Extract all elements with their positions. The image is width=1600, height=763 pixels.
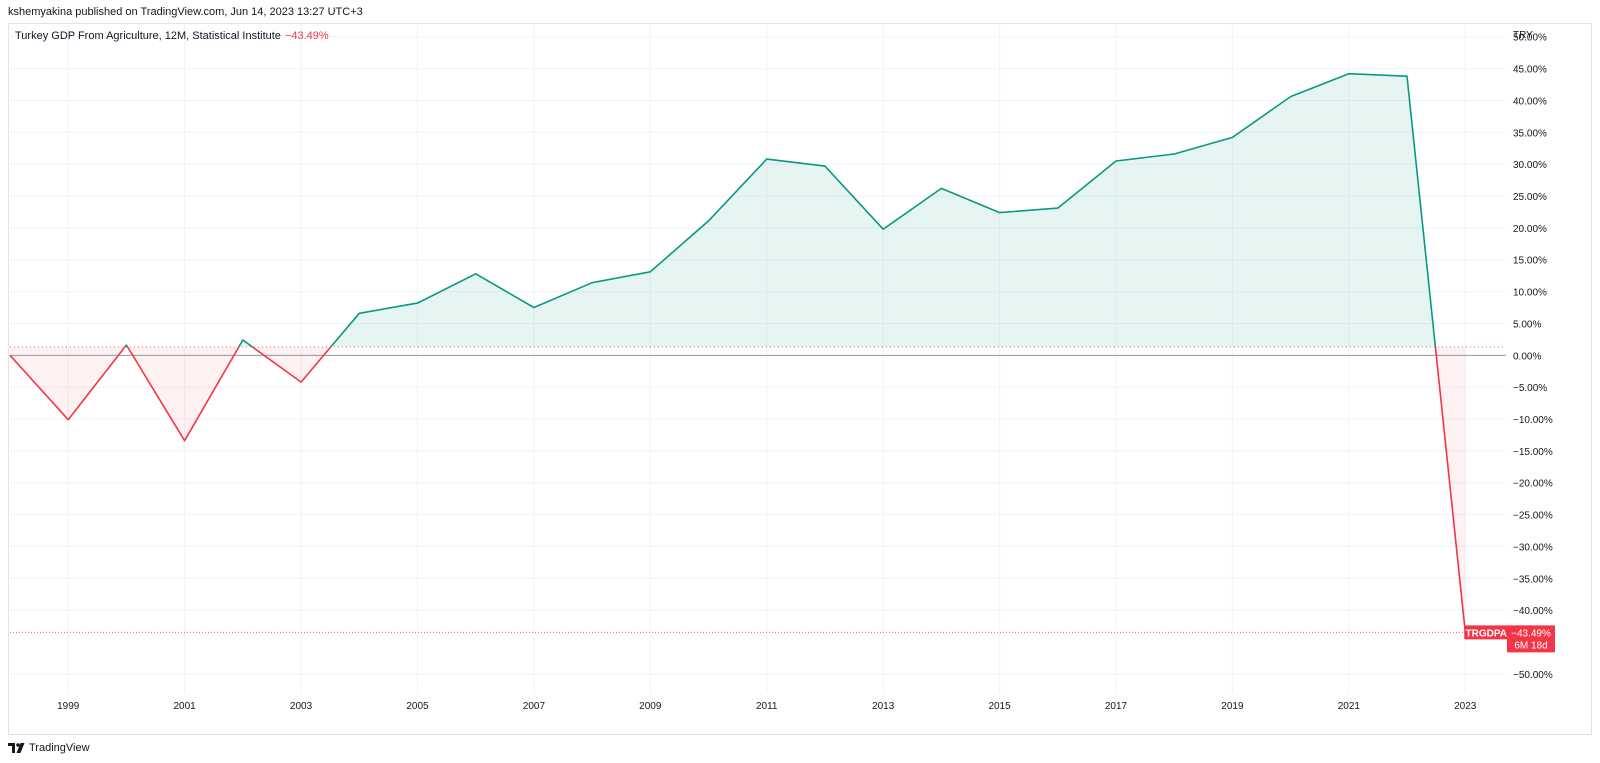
y-tick-label: −25.00% — [1513, 511, 1553, 522]
x-tick-label: 2015 — [988, 701, 1011, 712]
publish-info: kshemyakina published on TradingView.com… — [8, 6, 363, 18]
reference-lines — [10, 346, 1506, 633]
data-point — [299, 380, 304, 385]
data-point — [706, 218, 711, 223]
x-tick-label: 2001 — [174, 701, 197, 712]
y-tick-label: −50.00% — [1513, 670, 1553, 681]
y-tick-label: −5.00% — [1513, 383, 1547, 394]
tradingview-brand: TradingView — [29, 742, 90, 754]
y-tick-label: −20.00% — [1513, 479, 1553, 490]
legend-series-title: Turkey GDP From Agriculture, 12M, Statis… — [15, 30, 281, 42]
series-line-negative — [9, 346, 126, 421]
series-line-positive — [124, 344, 129, 348]
y-tick-label: 25.00% — [1513, 192, 1547, 203]
data-point — [764, 157, 769, 162]
x-tick-label: 2017 — [1105, 701, 1128, 712]
data-point — [473, 271, 478, 276]
data-point — [531, 305, 536, 310]
countdown-label: 6M 18d — [1514, 640, 1547, 651]
x-tick-label: 2021 — [1338, 701, 1361, 712]
data-point — [1113, 158, 1118, 163]
series-line-positive — [330, 72, 1437, 348]
legend-change-value: −43.49% — [284, 30, 329, 42]
area-fill-positive — [330, 73, 1436, 347]
series-line-negative — [252, 346, 332, 383]
x-tick-label: 1999 — [57, 701, 80, 712]
y-tick-label: 50.00% — [1513, 33, 1547, 44]
y-axis[interactable]: 50.00% 45.00% 40.00% 35.00% 30.00% 25.00% 20.0… — [1513, 30, 1553, 681]
y-tick-label: −15.00% — [1513, 447, 1553, 458]
x-tick-label: 2019 — [1221, 701, 1244, 712]
area-fill-negative — [10, 347, 125, 420]
y-tick-label: −30.00% — [1513, 542, 1553, 553]
ticker-label: TRGDPA — [1466, 628, 1507, 639]
y-tick-label: 20.00% — [1513, 224, 1547, 235]
data-point — [357, 311, 362, 316]
price-labels: TRGDPA −43.49%6M 18d — [1464, 625, 1555, 653]
area-fill-negative — [127, 347, 239, 441]
y-tick-label: 15.00% — [1513, 256, 1547, 267]
x-tick-label: 2003 — [290, 701, 313, 712]
footer: TradingView — [8, 740, 90, 756]
series-line-negative — [1434, 346, 1467, 633]
area-fill-negative — [252, 347, 331, 383]
ticker-label-bg — [1464, 625, 1509, 640]
tradingview-logo-icon — [8, 743, 25, 753]
last-value-label: −43.49% — [1511, 628, 1551, 639]
series-line-negative — [126, 346, 240, 442]
data-point — [822, 164, 827, 169]
data-point — [1288, 94, 1293, 99]
y-tick-label: 45.00% — [1513, 65, 1547, 76]
y-tick-label: 40.00% — [1513, 96, 1547, 107]
y-tick-label: −35.00% — [1513, 574, 1553, 585]
data-point — [124, 343, 129, 348]
y-tick-label: −10.00% — [1513, 415, 1553, 426]
chart-frame[interactable] — [8, 23, 1592, 735]
data-point — [590, 280, 595, 285]
x-tick-label: 2011 — [756, 701, 778, 712]
data-point — [1405, 74, 1410, 79]
data-point — [8, 353, 13, 358]
series-legend[interactable]: Turkey GDP From Agriculture, 12M, Statis… — [15, 30, 329, 42]
y-axis-currency: TRY — [1513, 30, 1533, 41]
y-tick-label: 0.00% — [1513, 351, 1541, 362]
x-tick-label: 2005 — [406, 701, 429, 712]
data-point — [1346, 71, 1351, 76]
last-value-label-bg — [1507, 625, 1555, 653]
x-tick-label: 2007 — [523, 701, 546, 712]
y-tick-label: 30.00% — [1513, 160, 1547, 171]
data-point — [648, 269, 653, 274]
series-line-layer — [8, 71, 1467, 633]
data-point — [1230, 135, 1235, 140]
data-point — [182, 438, 187, 443]
x-tick-label: 2013 — [872, 701, 895, 712]
y-tick-label: 5.00% — [1513, 319, 1541, 330]
data-point — [939, 186, 944, 191]
data-point — [881, 227, 886, 232]
data-point — [1172, 151, 1177, 156]
x-tick-label: 2009 — [639, 701, 662, 712]
series-line-positive — [238, 339, 253, 348]
x-axis[interactable]: 1999 2001 2003 2005 2007 2009 2011 2013 2015 2017… — [57, 701, 1477, 712]
y-tick-label: 35.00% — [1513, 128, 1547, 139]
x-tick-label: 2023 — [1454, 701, 1477, 712]
data-point — [1055, 206, 1060, 211]
data-point — [240, 338, 245, 343]
data-point — [415, 301, 420, 306]
y-tick-label: −40.00% — [1513, 606, 1553, 617]
data-point — [997, 210, 1002, 215]
area-fill-layer — [10, 73, 1466, 633]
data-point — [66, 417, 71, 422]
y-tick-label: 10.00% — [1513, 288, 1547, 299]
